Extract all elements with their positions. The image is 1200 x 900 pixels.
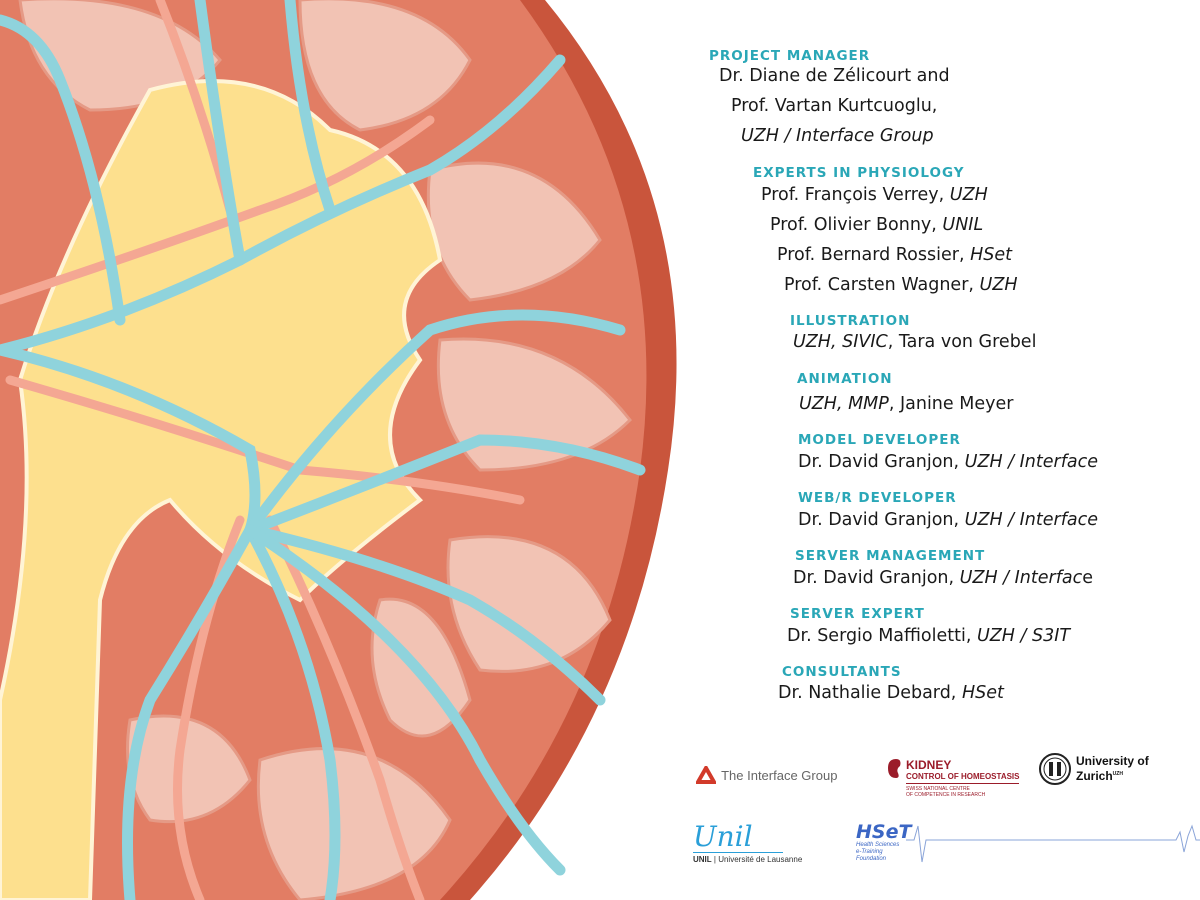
credit-name: Dr. Sergio Maffioletti, <box>787 626 977 646</box>
credit-name: Prof. Olivier Bonny, <box>770 215 943 235</box>
credit-heading: PROJECT MANAGER <box>709 48 871 64</box>
credit-affiliation: UZH <box>979 275 1018 295</box>
credit-name: Dr. David Granjon, <box>798 510 965 530</box>
credit-affiliation: UZH / Interface <box>964 510 1098 530</box>
credit-heading: ANIMATION <box>797 371 893 387</box>
credit-affiliation: UZH / Interfac <box>959 568 1083 588</box>
credit-affiliation: UZH <box>949 185 988 205</box>
credit-line: Prof. Carsten Wagner, UZH <box>784 275 1017 295</box>
credit-name: , Janine Meyer <box>888 394 1014 414</box>
credit-line: Prof. Olivier Bonny, UNIL <box>770 215 983 235</box>
credit-line: Dr. Diane de Zélicourt and <box>719 66 950 86</box>
credit-line: Prof. Vartan Kurtcuoglu, <box>731 96 937 116</box>
interface-group-icon <box>694 763 718 784</box>
uzh-seal-icon <box>1039 753 1071 785</box>
veins <box>0 0 646 900</box>
credit-line: Dr. Nathalie Debard, HSet <box>778 683 1004 703</box>
credit-name: Prof. Carsten Wagner, <box>784 275 980 295</box>
kidney-icon <box>888 759 901 778</box>
credit-name: Prof. Vartan Kurtcuoglu, <box>731 96 938 116</box>
credit-name: Prof. Bernard Rossier, <box>777 245 971 265</box>
logo-interface-group: The Interface Group <box>694 763 837 786</box>
credit-name: e <box>1082 568 1093 588</box>
credit-affiliation: HSet <box>970 245 1012 265</box>
credit-affiliation: UZH, MMP <box>799 394 889 414</box>
credit-name: Dr. David Granjon, <box>798 452 965 472</box>
credit-affiliation: UNIL <box>942 215 984 235</box>
credit-line: Dr. David Granjon, UZH / Interface <box>798 452 1098 472</box>
credit-heading: SERVER EXPERT <box>790 606 925 622</box>
logo-unil: Unil UNIL | Université de Lausanne <box>693 820 803 864</box>
credit-name: Dr. Nathalie Debard, <box>778 683 962 703</box>
credit-name: , Tara von Grebel <box>887 332 1037 352</box>
credit-affiliation: UZH / Interface Group <box>741 126 934 146</box>
credit-heading: EXPERTS IN PHYSIOLOGY <box>753 165 965 181</box>
credit-heading: CONSULTANTS <box>782 664 902 680</box>
logo-hset: HSeT Health Sciences e-Training Foundati… <box>856 822 1200 863</box>
heartbeat-line-icon <box>906 824 1200 863</box>
credit-line: Prof. Bernard Rossier, HSet <box>777 245 1012 265</box>
credit-name: Prof. François Verrey, <box>761 185 950 205</box>
credit-line: Dr. David Granjon, UZH / Interface <box>793 568 1093 588</box>
credit-affiliation: UZH / Interface <box>964 452 1098 472</box>
credit-line: Dr. Sergio Maffioletti, UZH / S3IT <box>787 626 1070 646</box>
credit-name: Dr. David Granjon, <box>793 568 960 588</box>
credit-affiliation: HSet <box>961 683 1004 703</box>
credit-affiliation: UZH / S3IT <box>976 626 1071 646</box>
credit-affiliation: UZH, SIVIC <box>793 332 888 352</box>
credit-heading: MODEL DEVELOPER <box>798 432 961 448</box>
credit-name: Dr. Diane de Zélicourt and <box>719 66 950 86</box>
kidney-illustration <box>0 0 677 900</box>
credit-heading: WEB/R DEVELOPER <box>798 490 957 506</box>
credit-line: Prof. François Verrey, UZH <box>761 185 988 205</box>
credit-line: UZH / Interface Group <box>741 126 934 146</box>
credit-line: UZH, SIVIC, Tara von Grebel <box>793 332 1036 352</box>
credit-line: Dr. David Granjon, UZH / Interface <box>798 510 1098 530</box>
credit-line: UZH, MMP, Janine Meyer <box>799 394 1013 414</box>
credit-heading: SERVER MANAGEMENT <box>795 548 986 564</box>
credit-heading: ILLUSTRATION <box>790 313 911 329</box>
